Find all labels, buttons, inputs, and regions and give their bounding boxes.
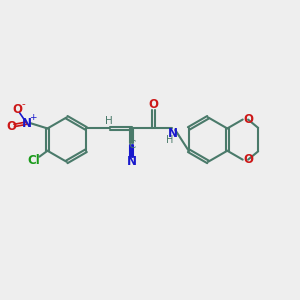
Text: N: N xyxy=(168,127,178,140)
Text: +: + xyxy=(29,113,37,122)
Text: C: C xyxy=(128,140,136,150)
Text: -: - xyxy=(22,99,26,110)
Text: H: H xyxy=(105,116,113,126)
Text: O: O xyxy=(148,98,158,111)
Text: N: N xyxy=(22,117,32,130)
Text: O: O xyxy=(6,120,16,133)
Text: N: N xyxy=(127,154,137,168)
Text: H: H xyxy=(166,135,173,145)
Text: O: O xyxy=(243,113,253,126)
Text: Cl: Cl xyxy=(28,154,40,167)
Text: O: O xyxy=(12,103,22,116)
Text: O: O xyxy=(243,153,253,166)
